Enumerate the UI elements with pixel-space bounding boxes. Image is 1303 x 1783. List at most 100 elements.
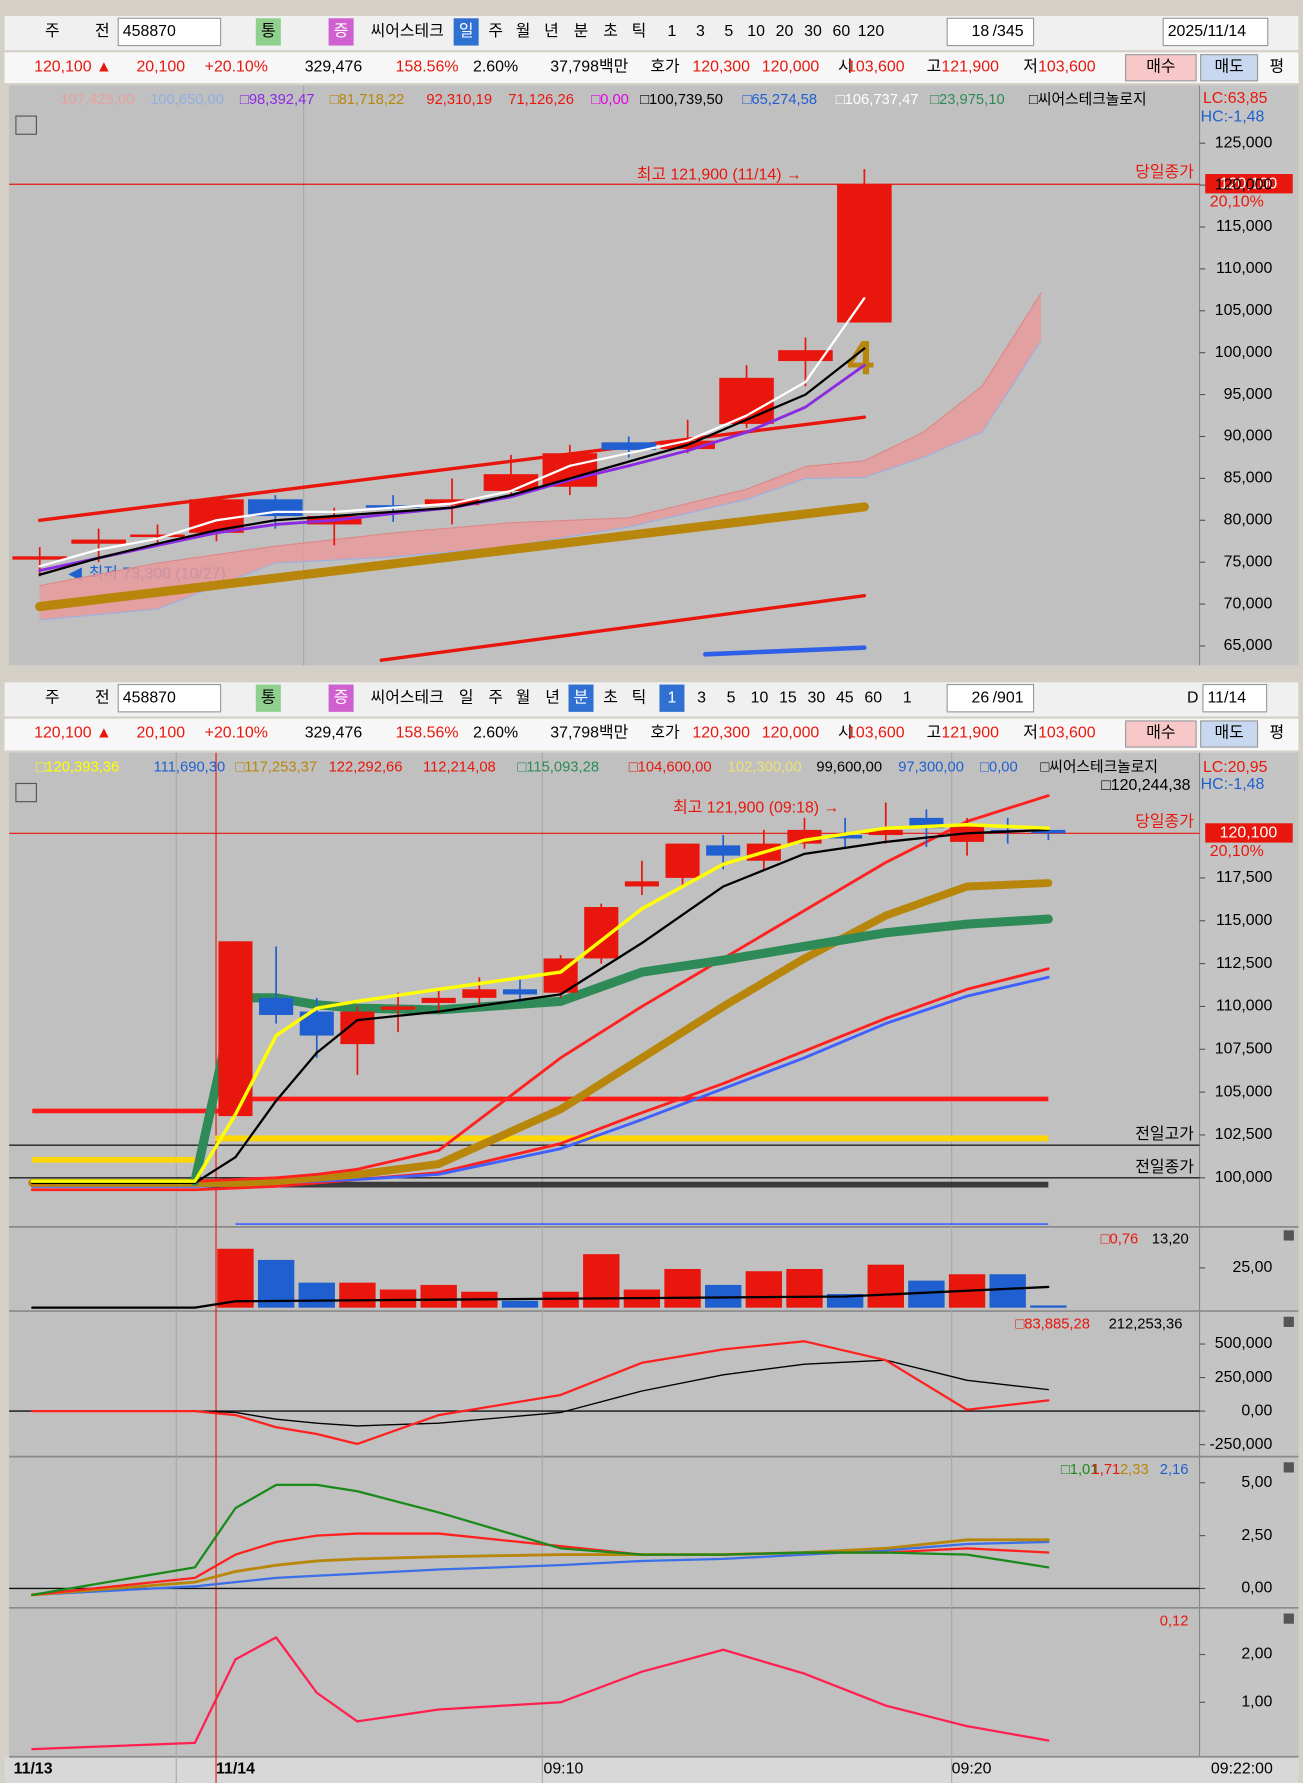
toolbar-text[interactable]: 60 xyxy=(864,689,882,706)
info-text: 120,300 xyxy=(692,725,750,742)
toolbar-text[interactable]: 년 xyxy=(545,688,560,706)
toolbar-text[interactable]: 주 xyxy=(488,689,503,706)
info-text: 매도 xyxy=(1214,724,1243,742)
toolbar-text[interactable]: 주 xyxy=(488,23,503,40)
y-tick-label: -250,000 xyxy=(1210,1436,1273,1453)
toolbar-text[interactable]: 30 xyxy=(804,23,822,40)
toolbar-text[interactable]: 씨어스테크 xyxy=(371,688,444,706)
toolbar-text[interactable]: 분 xyxy=(574,689,589,706)
toolbar-text[interactable]: 10 xyxy=(747,23,765,40)
toolbar-text[interactable]: 1 xyxy=(668,689,677,706)
toolbar-text[interactable]: 일 xyxy=(459,688,474,706)
y-tick-label: 500,000 xyxy=(1215,1335,1273,1352)
toolbar-text[interactable]: 11/14 xyxy=(1207,689,1246,706)
volume-bar xyxy=(1030,1305,1067,1308)
toolbar-text[interactable]: 1 xyxy=(668,23,677,40)
toolbar-button[interactable] xyxy=(568,684,594,712)
toolbar-button[interactable] xyxy=(328,18,354,46)
info-text: 고 xyxy=(927,58,942,75)
code-input[interactable] xyxy=(117,17,222,47)
toolbar-button[interactable] xyxy=(328,684,354,712)
indicator-line xyxy=(31,1540,1050,1596)
toolbar-text[interactable]: 3 xyxy=(696,23,705,40)
indicator-line xyxy=(31,1636,1050,1751)
indicator-line xyxy=(31,1483,1050,1596)
axis-bg xyxy=(1199,85,1299,666)
toolbar-text[interactable]: 통 xyxy=(261,688,276,706)
volume-bar xyxy=(867,1264,904,1308)
info-text: 2.60% xyxy=(473,58,518,75)
toolbar-text[interactable]: 주 xyxy=(45,689,60,706)
prev-close-annotation: 전일종가 xyxy=(1135,1158,1194,1176)
candle-body xyxy=(502,989,538,995)
legend-item: □98,392,47 xyxy=(240,92,315,108)
cloud-lower xyxy=(39,340,1042,621)
toolbar-text[interactable]: 틱 xyxy=(632,22,647,40)
toolbar-text[interactable]: 씨어스테크 xyxy=(371,22,444,40)
panel-close xyxy=(1283,1230,1294,1241)
toolbar-button[interactable] xyxy=(255,684,281,712)
toolbar-text[interactable]: 15 xyxy=(779,689,797,706)
toolbar-text[interactable]: 전 xyxy=(95,22,110,40)
y-tick-label: 102,500 xyxy=(1215,1126,1273,1143)
moving-average xyxy=(38,297,866,568)
legend-item: 0,12 xyxy=(1160,1613,1189,1629)
y-tick-label: 110,000 xyxy=(1216,260,1272,277)
toolbar-text[interactable]: /345 xyxy=(993,23,1024,40)
toolbar-text[interactable]: 증 xyxy=(334,23,349,40)
toolbar-text[interactable]: 틱 xyxy=(632,688,647,706)
toolbar-text[interactable]: 2025/11/14 xyxy=(1168,23,1247,40)
sell-button[interactable] xyxy=(1200,720,1259,748)
volume-bar xyxy=(786,1268,823,1308)
toolbar-text[interactable]: 5 xyxy=(724,23,733,40)
toolbar-text[interactable]: 3 xyxy=(697,689,706,706)
toolbar-text[interactable]: 5 xyxy=(727,689,736,706)
toolbar-text[interactable]: D xyxy=(1187,689,1199,706)
y-tick-label: 117,500 xyxy=(1216,869,1272,886)
toolbar-text[interactable]: 주 xyxy=(45,23,60,40)
buy-button[interactable] xyxy=(1125,54,1197,82)
sell-button[interactable] xyxy=(1200,54,1259,82)
toolbar-text[interactable]: 년 xyxy=(544,22,559,40)
date-input[interactable] xyxy=(1202,683,1268,713)
plot-layer xyxy=(31,1248,1067,1309)
toolbar-text[interactable]: 월 xyxy=(516,22,531,40)
toolbar-button[interactable] xyxy=(659,684,685,712)
count-input[interactable] xyxy=(946,683,1035,713)
toolbar-text[interactable]: 초 xyxy=(603,688,618,706)
trend-line xyxy=(35,502,869,612)
toolbar-text[interactable]: 20 xyxy=(776,23,794,40)
toolbar-text[interactable]: 120 xyxy=(858,23,885,40)
buy-button[interactable] xyxy=(1125,720,1197,748)
toolbar-text[interactable]: 30 xyxy=(808,689,826,706)
toolbar-text[interactable]: 전 xyxy=(95,688,110,706)
toolbar-text[interactable]: 1 xyxy=(903,689,912,706)
grid-icon[interactable] xyxy=(15,115,37,135)
info-text: 103,600 xyxy=(847,725,905,742)
legend-item: 107,425,00 xyxy=(60,92,134,108)
date-input[interactable] xyxy=(1162,17,1269,47)
toolbar-text[interactable]: 458870 xyxy=(123,689,176,706)
toolbar-text[interactable]: 분 xyxy=(574,23,589,40)
toolbar-text[interactable]: 18 xyxy=(971,23,989,40)
toolbar-text[interactable]: 45 xyxy=(836,689,854,706)
toolbar-button[interactable] xyxy=(255,18,281,46)
toolbar-text[interactable]: 60 xyxy=(833,23,851,40)
candle-body xyxy=(218,941,253,1117)
toolbar-text[interactable]: 10 xyxy=(751,689,769,706)
toolbar-text[interactable]: 증 xyxy=(334,689,349,706)
toolbar-text[interactable]: 월 xyxy=(516,688,531,706)
toolbar-text[interactable]: 일 xyxy=(459,22,474,40)
toolbar-text[interactable]: 통 xyxy=(261,22,276,40)
toolbar-text[interactable]: /901 xyxy=(993,689,1024,706)
code-input[interactable] xyxy=(117,683,222,713)
legend-item: □65,274,58 xyxy=(742,92,817,108)
toolbar-text[interactable]: 458870 xyxy=(123,23,176,40)
toolbar-button[interactable] xyxy=(453,18,479,46)
grid-icon[interactable] xyxy=(15,782,37,803)
count-input[interactable] xyxy=(946,17,1035,47)
y-tick-label: 2,00 xyxy=(1241,1646,1272,1663)
info-text: 120,000 xyxy=(762,725,820,742)
toolbar-text[interactable]: 26 xyxy=(971,689,989,706)
toolbar-text[interactable]: 초 xyxy=(603,22,618,40)
